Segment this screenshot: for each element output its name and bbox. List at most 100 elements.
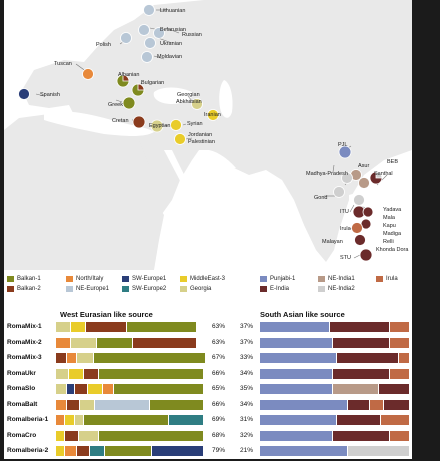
bar-segment xyxy=(260,368,334,379)
south-asian-header: South Asian like source xyxy=(260,310,345,319)
west-eurasian-percent: 68% xyxy=(212,431,226,439)
marker-malayan xyxy=(354,234,366,246)
bar-segment xyxy=(260,353,337,363)
bar-segment xyxy=(380,415,410,425)
legend-item: NE-Europe1 xyxy=(66,286,109,292)
west-eurasian-bar xyxy=(56,337,197,348)
bar-segment xyxy=(67,399,81,410)
bar-segment xyxy=(65,430,79,441)
legend-label: Balkan-1 xyxy=(17,276,41,282)
south-asian-bar xyxy=(260,399,410,410)
table-row: RomaMix-1 63% 37% xyxy=(4,318,412,336)
map-labels: Lithuanian Belarusian Russian Polish Ukr… xyxy=(40,8,409,261)
bar-segment xyxy=(389,368,410,379)
bar-segment xyxy=(89,446,105,456)
population-name: RomaBalt xyxy=(7,400,38,408)
south-asian-bar xyxy=(260,430,410,441)
marker-greek xyxy=(122,96,136,110)
label-belarusian: Belarusian xyxy=(160,27,186,33)
legend-swatch xyxy=(122,276,129,282)
west-eurasian-percent: 69% xyxy=(212,416,226,423)
label-yadava: Yadava xyxy=(383,207,402,213)
label-irula: Irula xyxy=(340,226,352,232)
bar-segment xyxy=(389,322,410,332)
west-eurasian-bar xyxy=(56,446,205,456)
marker-cretan xyxy=(132,115,146,129)
bar-segment xyxy=(74,384,88,394)
legend-item: MiddleEast-3 xyxy=(180,276,225,282)
legend-item: Balkan-1 xyxy=(7,276,41,282)
bar-segment xyxy=(104,446,152,456)
label-jordanian: Jordanian xyxy=(188,132,212,138)
marker-bulgarian-slice xyxy=(137,83,145,91)
label-cretan: Cretan xyxy=(112,118,129,124)
label-palestinian: Palestinian xyxy=(188,139,215,145)
population-name: RomaIberia-1 xyxy=(7,416,49,423)
bar-segment xyxy=(102,384,115,394)
bar-segment xyxy=(76,446,90,456)
bar-segment xyxy=(56,368,70,379)
marker-egyptian xyxy=(150,119,164,133)
legend-swatch xyxy=(7,276,14,282)
marker-pjl xyxy=(338,145,352,159)
legend: Balkan-1 Balkan-2 North/Italy NE-Europe1… xyxy=(4,274,412,306)
marker-spanish xyxy=(18,88,30,100)
legend-swatch xyxy=(180,276,187,282)
bar-segment xyxy=(329,322,390,332)
bar-segment xyxy=(71,337,98,348)
bar-segment xyxy=(87,384,103,394)
label-greek: Greek xyxy=(108,102,123,108)
bar-segment xyxy=(378,384,410,394)
bar-segment xyxy=(149,399,205,410)
legend-item: NE-India1 xyxy=(318,276,355,282)
marker-gond xyxy=(333,186,345,198)
marker-syrian xyxy=(170,119,182,131)
bar-segment xyxy=(67,353,77,363)
bar-segment xyxy=(56,430,66,441)
south-asian-percent: 21% xyxy=(240,447,254,454)
south-asian-percent: 37% xyxy=(240,323,254,330)
population-name: RomaMix-3 xyxy=(7,354,42,361)
bar-segment xyxy=(69,368,85,379)
bar-segment xyxy=(168,415,205,425)
legend-label: Punjabi-1 xyxy=(270,276,296,282)
legend-item: Balkan-2 xyxy=(7,286,41,292)
table-row: RomaBalt 66% 34% xyxy=(4,396,412,414)
label-ukranian: Ukranian xyxy=(160,41,182,47)
west-eurasian-bar xyxy=(56,415,205,425)
legend-label: MiddleEast-3 xyxy=(190,276,226,282)
legend-label: Balkan-2 xyxy=(17,286,41,292)
south-asian-bar xyxy=(260,368,410,379)
south-asian-bar xyxy=(260,322,410,332)
bar-segment xyxy=(74,415,85,425)
south-asian-bar xyxy=(260,415,410,425)
bar-segment xyxy=(99,430,205,441)
bar-segment xyxy=(260,399,348,410)
bar-segment xyxy=(127,322,197,332)
south-asian-percent: 34% xyxy=(240,400,254,408)
marker-belarusian xyxy=(138,24,150,36)
legend-swatch xyxy=(318,286,325,292)
west-eurasian-percent: 66% xyxy=(212,400,226,408)
population-markers xyxy=(18,4,383,262)
population-name: RomaSlo xyxy=(7,385,36,392)
bar-segment xyxy=(333,430,390,441)
label-tuscan: Tuscan xyxy=(54,61,72,67)
bar-segment xyxy=(56,384,68,394)
population-name: RomaMix-2 xyxy=(7,338,42,346)
bar-segment xyxy=(260,430,334,441)
label-abkhasian: Abkhasian xyxy=(176,99,202,105)
marker-russian xyxy=(153,27,165,39)
legend-item: SW-Europe1 xyxy=(122,276,166,282)
bar-segment xyxy=(56,399,68,410)
legend-item: Georgia xyxy=(180,286,211,292)
table-row: RomaCro 68% 32% xyxy=(4,427,412,445)
marker-georgian xyxy=(191,98,203,110)
legend-label: Irula xyxy=(386,276,398,282)
mediterranean-sea xyxy=(44,111,154,136)
south-asian-percent: 33% xyxy=(240,354,254,361)
bar-segment xyxy=(347,399,370,410)
marker-tuscan xyxy=(82,68,94,80)
landmass-eurasia xyxy=(22,0,412,262)
west-eurasian-bar xyxy=(56,353,206,363)
